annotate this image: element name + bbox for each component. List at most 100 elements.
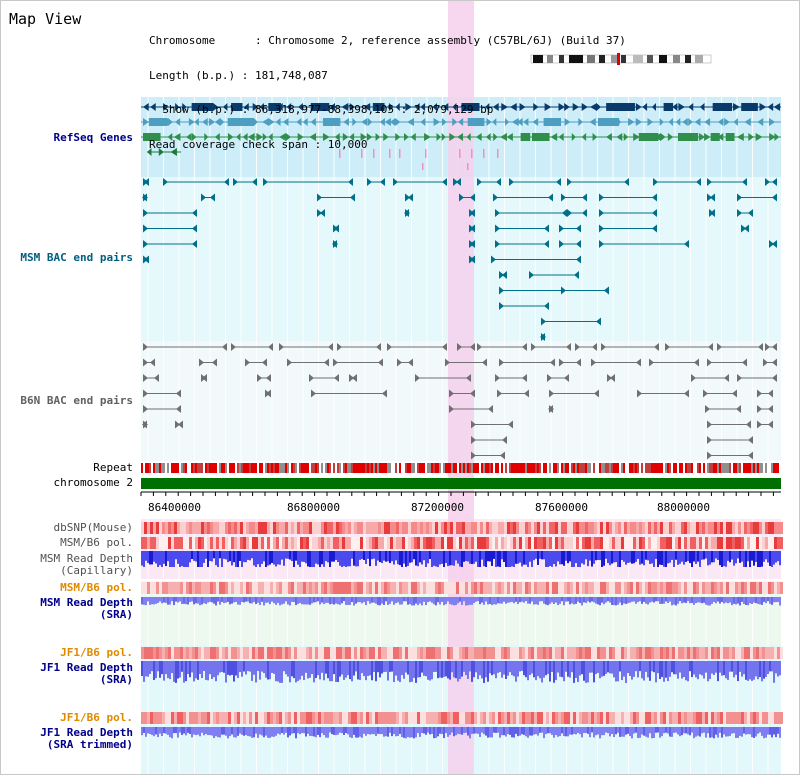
- depth-bar: [197, 661, 199, 680]
- heat-cell: [207, 582, 210, 594]
- depth-bar: [613, 727, 615, 738]
- depth-bar: [649, 551, 651, 565]
- heat-cell: [525, 647, 528, 659]
- heat-cell: [228, 537, 231, 549]
- heat-cell: [486, 582, 489, 594]
- depth-bar: [409, 597, 411, 605]
- repeat-segment: [679, 463, 681, 473]
- gene-exon-arrow: [667, 133, 674, 141]
- depth-bar: [527, 727, 529, 738]
- depth-bar: [277, 727, 279, 734]
- heat-cell: [330, 522, 333, 534]
- heat-cell: [672, 712, 675, 724]
- depth-bar: [307, 661, 309, 679]
- repeat-segment: [279, 463, 281, 473]
- depth-bar: [507, 597, 509, 603]
- gene-exon-arrow: [432, 103, 437, 111]
- label-jf1-b6-pol-1[interactable]: JF1/B6 pol.: [60, 646, 133, 659]
- depth-bar: [227, 597, 229, 602]
- depth-bar: [283, 727, 285, 735]
- heat-cell: [771, 712, 774, 724]
- depth-bar: [751, 551, 753, 561]
- heat-cell: [285, 582, 288, 594]
- heat-cell: [162, 582, 165, 594]
- depth-bar: [405, 551, 407, 567]
- depth-bar: [529, 597, 531, 604]
- heat-cell: [612, 712, 615, 724]
- depth-bar: [429, 661, 431, 681]
- label-refseq-genes[interactable]: RefSeq Genes: [53, 131, 133, 144]
- bac-end-arrow: [495, 240, 500, 248]
- depth-bar: [455, 597, 457, 606]
- heat-cell: [192, 712, 195, 724]
- repeat-segment: [299, 463, 301, 473]
- depth-bar: [539, 727, 541, 733]
- gene-exon-arrow: [682, 118, 688, 126]
- depth-bar: [635, 661, 637, 672]
- heat-cell: [648, 647, 651, 659]
- heat-cell: [318, 647, 321, 659]
- gene-exon-arrow: [414, 103, 420, 111]
- heat-cell: [246, 522, 249, 534]
- heat-cell: [507, 712, 510, 724]
- label-msm-read-depth-capillary[interactable]: MSM Read Depth (Capillary): [40, 552, 133, 577]
- depth-bar: [467, 661, 469, 679]
- depth-bar: [699, 597, 701, 603]
- heat-cell: [186, 712, 189, 724]
- heat-cell: [684, 582, 687, 594]
- depth-bar: [239, 727, 241, 734]
- depth-bar: [385, 727, 387, 737]
- heat-cell: [627, 647, 630, 659]
- label-jf1-b6-pol-2[interactable]: JF1/B6 pol.: [60, 711, 133, 724]
- heat-cell: [303, 522, 306, 534]
- heat-cell: [579, 582, 582, 594]
- depth-bar: [569, 551, 571, 562]
- depth-bar: [317, 551, 319, 565]
- heat-cell: [300, 522, 303, 534]
- depth-bar: [703, 661, 705, 679]
- heat-cell: [627, 522, 630, 534]
- heat-cell: [291, 522, 294, 534]
- depth-bar: [257, 661, 259, 672]
- heat-cell: [768, 647, 771, 659]
- depth-bar: [351, 551, 353, 559]
- depth-bar: [353, 727, 355, 735]
- label-msm-bac-end-pairs[interactable]: MSM BAC end pairs: [20, 251, 133, 264]
- heat-cell: [777, 647, 780, 659]
- label-msm-b6-pol-1[interactable]: MSM/B6 pol.: [60, 536, 133, 549]
- depth-bar: [491, 597, 493, 606]
- repeat-segment: [247, 463, 249, 473]
- label-msm-read-depth-sra[interactable]: MSM Read Depth (SRA): [40, 596, 133, 621]
- heat-cell: [465, 647, 468, 659]
- label-jf1-read-depth-sra[interactable]: JF1 Read Depth (SRA): [40, 661, 133, 686]
- heat-cell: [498, 522, 501, 534]
- label-dbsnp[interactable]: dbSNP(Mouse): [53, 521, 133, 534]
- chromosome-ideogram[interactable]: [529, 53, 713, 65]
- heat-cell: [654, 647, 657, 659]
- repeat-segment: [541, 463, 543, 473]
- repeat-segment: [501, 463, 503, 473]
- depth-bar: [641, 597, 643, 604]
- heat-cell: [192, 522, 195, 534]
- depth-bar: [277, 551, 279, 565]
- label-b6n-bac-end-pairs[interactable]: B6N BAC end pairs: [20, 394, 133, 407]
- heat-cell: [720, 582, 723, 594]
- repeat-segment: [731, 463, 733, 473]
- depth-bar: [731, 661, 733, 672]
- bac-end-arrow: [350, 193, 355, 202]
- label-jf1-read-depth-sra-trimmed[interactable]: JF1 Read Depth (SRA trimmed): [40, 726, 133, 751]
- heat-cell: [459, 522, 462, 534]
- depth-bar: [203, 551, 205, 563]
- depth-bar: [281, 661, 283, 683]
- repeat-segment: [769, 463, 771, 473]
- depth-bar: [607, 597, 609, 602]
- label-msm-b6-pol-2[interactable]: MSM/B6 pol.: [60, 581, 133, 594]
- depth-bar: [553, 597, 555, 605]
- depth-bar: [601, 661, 603, 677]
- heat-cell: [309, 537, 312, 549]
- bac-end-arrow: [742, 358, 747, 367]
- axis-tick-label: 86400000: [148, 501, 201, 514]
- depth-bar: [217, 661, 219, 676]
- depth-bar: [605, 551, 607, 559]
